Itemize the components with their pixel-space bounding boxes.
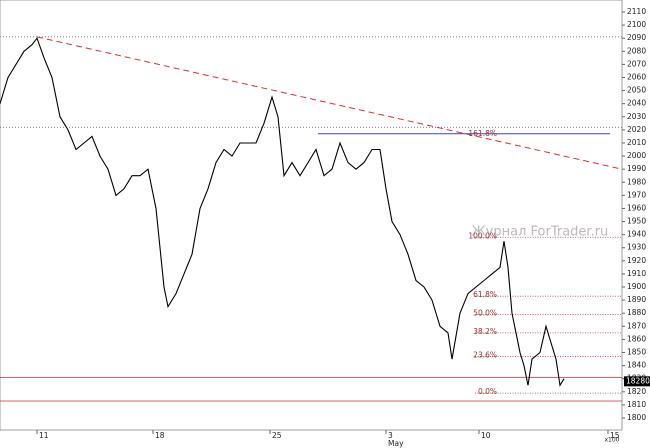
y-tick-label: 1910 [627,269,646,278]
fib-label: 50.0% [473,309,497,318]
fib-label: 61.8% [473,290,497,299]
y-tick-label: 1960 [627,203,646,212]
y-tick-label: 1840 [627,361,646,370]
price-marker-label: 18280 [626,376,650,385]
y-tick-label: 1800 [627,413,646,422]
y-tick-label: 1890 [627,295,646,304]
x-month-label: May [388,439,404,448]
x-tick-label: 10 [481,431,491,440]
price-line [0,37,565,387]
y-tick-label: 1850 [627,348,646,357]
y-tick-label: 1900 [627,282,646,291]
y-tick-label: 2090 [627,33,646,42]
x-tick-label: 25 [272,431,282,440]
x-tick-label: 3 [388,431,393,440]
y-tick-label: 2010 [627,138,646,147]
y-tick-label: 1820 [627,387,646,396]
y-tick-label: 2020 [627,125,646,134]
watermark: Журнал ForTrader.ru [472,225,609,240]
y-tick-label: 2000 [627,151,646,160]
y-tick-label: 1870 [627,321,646,330]
y-tick-label: 1980 [627,177,646,186]
y-tick-label: 2060 [627,72,646,81]
y-tick-label: 1810 [627,400,646,409]
fib-label: 0.0% [478,387,497,396]
fib-label: 100.0% [468,231,497,240]
y-tick-label: 1920 [627,256,646,265]
y-tick-label: 2070 [627,59,646,68]
y-tick-label: 1970 [627,190,646,199]
y-tick-label: 2080 [627,46,646,55]
x-tick-label: 11 [39,431,49,440]
y-tick-label: 2030 [627,112,646,121]
y-tick-label: 2040 [627,99,646,108]
x-tick-label: 18 [155,431,165,440]
y-tick-label: 1990 [627,164,646,173]
unit-note: x100 [604,437,619,444]
y-tick-label: 1950 [627,217,646,226]
y-tick-label: 2100 [627,20,646,29]
extension-label: 161.8% [468,129,497,138]
y-tick-label: 2050 [627,86,646,95]
price-marker [624,376,650,387]
x-tick-label: 15 [610,431,620,440]
plot-frame [0,0,623,431]
y-tick-label: 1940 [627,230,646,239]
fib-label: 38.2% [473,327,497,336]
y-tick-label: 2110 [627,7,646,16]
y-tick-label: 1860 [627,334,646,343]
y-tick-label: 1930 [627,243,646,252]
fib-label: 23.6% [473,350,497,359]
y-tick-label: 1880 [627,308,646,317]
